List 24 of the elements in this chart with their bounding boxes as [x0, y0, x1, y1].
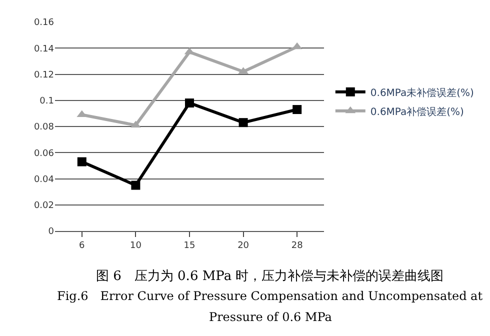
y-tick-label: 0 [48, 227, 54, 238]
text: Pressure of 0.6 MPa [209, 310, 332, 324]
caption: Fig.6 Error Curve of Pressure Compensation and Uncompensated at [57, 289, 483, 303]
x-tick-label: 28 [291, 240, 304, 251]
x-tick-label: 15 [184, 240, 196, 251]
x-tick-label: 20 [238, 240, 250, 251]
y-tick-label: 0.02 [34, 201, 54, 212]
legend-label: 0.6MPa未补偿误差(%) [370, 86, 474, 99]
y-tick-label: 0.12 [34, 70, 54, 80]
point [238, 118, 248, 128]
x-tick-label: 10 [130, 240, 142, 251]
y-tick-label: 0.08 [34, 122, 54, 133]
legend-label: 0.6MPa补偿误差(%) [370, 106, 464, 118]
y-tick-label: 0.06 [34, 148, 54, 159]
y-tick-label: 0.16 [34, 18, 54, 28]
point [77, 157, 86, 166]
y-tick-label: 0.1 [40, 96, 54, 107]
x-tick-label: 6 [79, 240, 86, 251]
y-tick-label: 0.14 [34, 44, 54, 54]
y-tick-label: 0.04 [34, 174, 54, 185]
point [185, 98, 194, 108]
point [131, 180, 140, 190]
point [292, 105, 302, 114]
caption: 图 6 压力为 0.6 MPa 时，压力补偿与未补偿的误差曲线图 [96, 269, 444, 284]
